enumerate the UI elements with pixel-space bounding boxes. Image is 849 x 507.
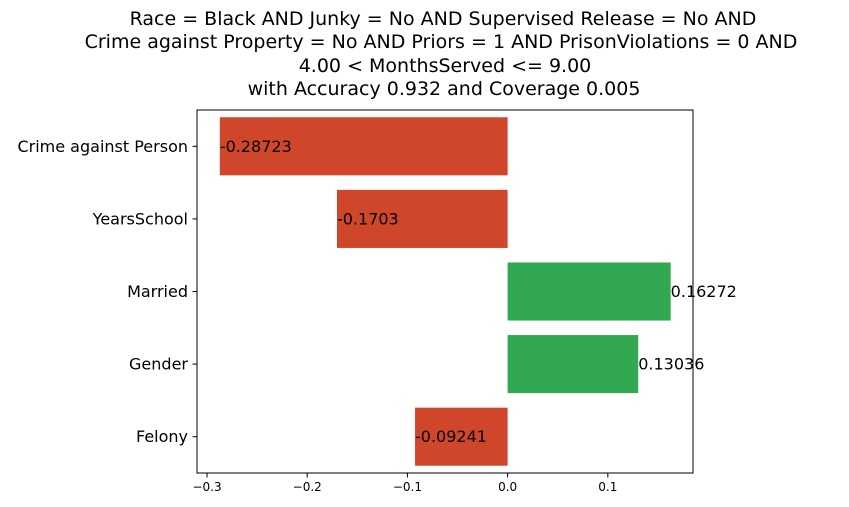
value-label: 0.13036	[638, 355, 704, 374]
value-labels-group: -0.28723 -0.1703 0.16272 0.13036 -0.09241	[220, 137, 737, 446]
category-label: Felony	[136, 427, 188, 446]
title-line-2: Crime against Property = No AND Priors =…	[85, 31, 798, 53]
value-label: -0.1703	[337, 209, 399, 228]
value-label: -0.09241	[415, 427, 487, 446]
bars-group	[219, 117, 671, 466]
bar-married	[507, 262, 671, 321]
x-tick-label: 0.1	[598, 480, 617, 494]
title-line-1: Race = Black AND Junky = No AND Supervis…	[130, 8, 757, 30]
bar-crime-against-person	[219, 117, 508, 176]
bar-felony	[415, 407, 508, 466]
x-tick-label: −0.3	[192, 480, 221, 494]
plot-area-frame	[196, 109, 694, 474]
title-line-4: with Accuracy 0.932 and Coverage 0.005	[248, 78, 641, 100]
category-label: YearsSchool	[92, 209, 188, 228]
x-axis-ticks-group: −0.3 −0.2 −0.1 0.0 0.1	[192, 473, 617, 494]
title-line-3: 4.00 < MonthsServed <= 9.00	[299, 55, 592, 77]
x-tick-label: −0.2	[293, 480, 322, 494]
bar-gender	[507, 335, 639, 394]
chart-title: Race = Black AND Junky = No AND Supervis…	[85, 8, 798, 100]
category-labels-group: Crime against Person YearsSchool Married Ge…	[17, 137, 197, 446]
category-label: Married	[127, 282, 188, 301]
value-label: -0.28723	[220, 137, 292, 156]
x-tick-label: −0.1	[393, 480, 422, 494]
x-tick-label: 0.0	[498, 480, 517, 494]
category-label: Gender	[129, 355, 188, 374]
category-label: Crime against Person	[17, 137, 188, 156]
bar-yearsschool	[336, 189, 508, 248]
value-label: 0.16272	[671, 282, 737, 301]
